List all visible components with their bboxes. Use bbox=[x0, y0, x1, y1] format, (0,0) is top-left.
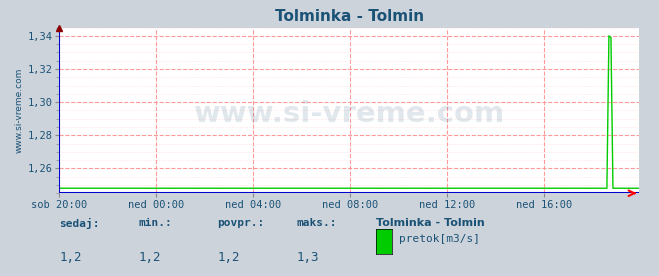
Text: pretok[m3/s]: pretok[m3/s] bbox=[399, 234, 480, 244]
Text: www.si-vreme.com: www.si-vreme.com bbox=[194, 100, 505, 128]
Text: 1,2: 1,2 bbox=[138, 251, 161, 264]
Text: maks.:: maks.: bbox=[297, 218, 337, 228]
Text: 1,3: 1,3 bbox=[297, 251, 319, 264]
Title: Tolminka - Tolmin: Tolminka - Tolmin bbox=[275, 9, 424, 24]
Text: povpr.:: povpr.: bbox=[217, 218, 265, 228]
Text: min.:: min.: bbox=[138, 218, 172, 228]
Y-axis label: www.si-vreme.com: www.si-vreme.com bbox=[14, 68, 23, 153]
Text: 1,2: 1,2 bbox=[217, 251, 240, 264]
Text: sedaj:: sedaj: bbox=[59, 218, 100, 229]
Text: 1,2: 1,2 bbox=[59, 251, 82, 264]
Text: Tolminka - Tolmin: Tolminka - Tolmin bbox=[376, 218, 484, 228]
